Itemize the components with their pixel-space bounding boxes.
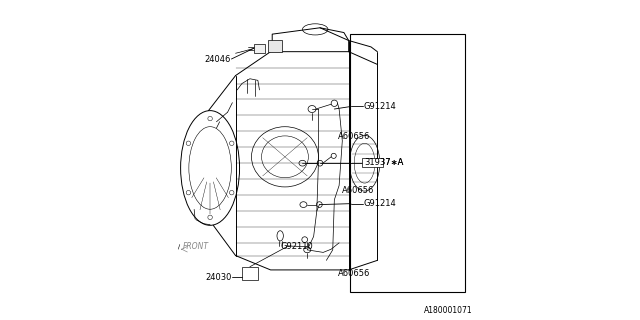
- Text: G91214: G91214: [364, 102, 397, 111]
- Text: A180001071: A180001071: [424, 306, 473, 315]
- Text: 31937∗A: 31937∗A: [364, 158, 403, 167]
- Text: 24030: 24030: [205, 273, 232, 282]
- Text: A60656: A60656: [342, 186, 374, 195]
- Text: A60656: A60656: [337, 132, 370, 140]
- FancyBboxPatch shape: [268, 40, 282, 52]
- FancyBboxPatch shape: [253, 44, 265, 53]
- FancyBboxPatch shape: [362, 158, 383, 167]
- Text: G91214: G91214: [364, 199, 397, 208]
- Text: A60656: A60656: [337, 268, 370, 278]
- Bar: [350, 34, 465, 292]
- Text: 31937∗A: 31937∗A: [364, 158, 403, 167]
- Text: FRONT: FRONT: [182, 242, 209, 251]
- Text: 24046: 24046: [204, 54, 231, 63]
- Text: G92110: G92110: [280, 242, 313, 251]
